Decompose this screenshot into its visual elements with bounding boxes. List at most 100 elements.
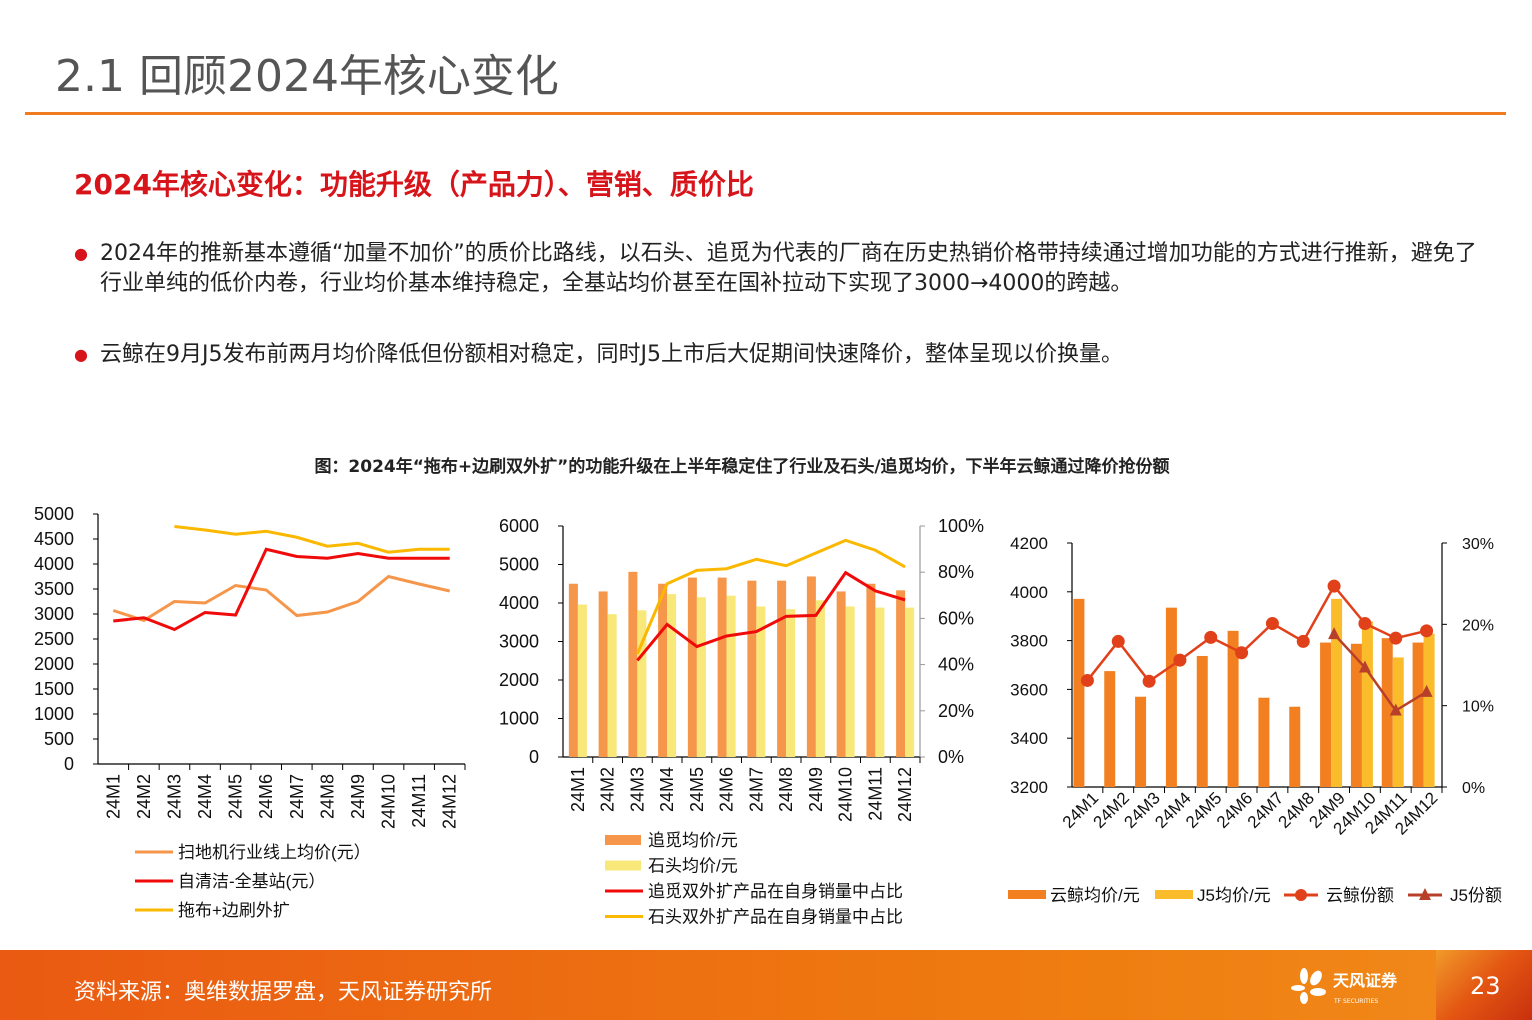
bar-石头均价/元 bbox=[905, 607, 915, 757]
bar-云鲸均价/元 bbox=[1165, 607, 1177, 787]
point-marker bbox=[1204, 630, 1218, 644]
y-tick-label: 1000 bbox=[34, 704, 74, 724]
legend-label: 追觅均价/元 bbox=[648, 831, 738, 850]
bar-J5均价/元 bbox=[1392, 657, 1404, 787]
y2-tick-label: 100% bbox=[938, 516, 984, 536]
legend-item: 追觅均价/元 bbox=[605, 831, 738, 850]
line-石头双外扩产品在自身销量中占比 bbox=[635, 538, 906, 655]
y2-tick-label: 20% bbox=[938, 701, 974, 721]
line-拖布+边刷外扩 bbox=[174, 525, 450, 554]
x-tick-label: 24M9 bbox=[348, 774, 368, 819]
x-tick-label: 24M2 bbox=[134, 774, 154, 819]
bar-追觅均价/元 bbox=[568, 583, 578, 757]
bar-追觅均价/元 bbox=[747, 580, 757, 757]
y2-tick-label: 40% bbox=[938, 655, 974, 675]
legend-item: 追觅双外扩产品在自身销量中占比 bbox=[605, 882, 903, 901]
bar-追觅均价/元 bbox=[836, 591, 846, 757]
bar-石头均价/元 bbox=[637, 610, 647, 757]
legend-marker bbox=[1295, 889, 1307, 901]
x-tick-label: 24M4 bbox=[657, 767, 677, 812]
y2-tick-label: 20% bbox=[1462, 617, 1494, 634]
section-subtitle: 2024年核心变化：功能升级（产品力）、营销、质价比 bbox=[74, 168, 754, 201]
y-tick-label: 2500 bbox=[34, 629, 74, 649]
bar-云鲸均价/元 bbox=[1073, 598, 1085, 787]
bar-云鲸均价/元 bbox=[1227, 630, 1239, 787]
page-title: 2.1 回顾2024年核心变化 bbox=[55, 51, 559, 102]
y-tick-label: 3400 bbox=[1010, 729, 1048, 748]
y-tick-label: 1500 bbox=[34, 679, 74, 699]
y2-tick-label: 30% bbox=[1462, 536, 1494, 553]
bullet-dot-icon: ● bbox=[74, 244, 88, 263]
legend-item: 云鲸均价/元 bbox=[1008, 886, 1140, 905]
chart-2: 0 1000 2000 3000 4000 5000 6000 0% 20% 40% 60% 80% 1… bbox=[499, 516, 984, 927]
point-marker bbox=[1111, 634, 1125, 648]
y2-tick-label: 80% bbox=[938, 562, 974, 582]
x-tick-label: 24M12 bbox=[895, 767, 915, 822]
x-tick-label: 24M3 bbox=[627, 767, 647, 812]
legend-label: J5均价/元 bbox=[1197, 886, 1271, 905]
legend-item: J5均价/元 bbox=[1155, 886, 1271, 905]
figure-caption: 图：2024年“拖布+边刷双外扩”的功能升级在上半年稳定住了行业及石头/追觅均价… bbox=[314, 457, 1170, 477]
point-marker bbox=[1358, 660, 1371, 673]
bar-云鲸均价/元 bbox=[1104, 671, 1116, 787]
y-tick-label: 5000 bbox=[499, 555, 539, 575]
x-tick-label: 24M1 bbox=[568, 767, 588, 812]
legend-label: 石头均价/元 bbox=[648, 857, 738, 876]
bar-追觅均价/元 bbox=[777, 580, 787, 757]
legend-item: 云鲸份额 bbox=[1284, 886, 1394, 905]
bullet-dot-icon: ● bbox=[74, 345, 88, 364]
bullet-item: ● 2024年的推新基本遵循“加量不加价”的质价比路线，以石头、追觅为代表的厂商在… bbox=[74, 239, 1494, 299]
y-tick-label: 3000 bbox=[34, 604, 74, 624]
x-tick-label: 24M8 bbox=[317, 774, 337, 819]
legend-swatch bbox=[605, 835, 641, 845]
page-number: 23 bbox=[1470, 972, 1501, 1000]
bar-云鲸均价/元 bbox=[1289, 706, 1301, 787]
chart-3: 3200340036003800400042000%10%20%30%24M12… bbox=[1008, 534, 1502, 905]
line-J5份额 bbox=[1333, 633, 1428, 713]
x-tick-label: 24M6 bbox=[717, 767, 737, 812]
legend-item: 石头均价/元 bbox=[605, 857, 738, 876]
bar-追觅均价/元 bbox=[866, 583, 876, 757]
legend-label: 自清洁-全基站(元） bbox=[178, 872, 325, 891]
legend-item: J5份额 bbox=[1408, 886, 1502, 905]
x-tick-label: 24M11 bbox=[409, 774, 429, 828]
y-tick-label: 2000 bbox=[499, 670, 539, 690]
legend-label: 石头双外扩产品在自身销量中占比 bbox=[648, 908, 903, 927]
legend-swatch bbox=[1008, 890, 1046, 899]
point-marker bbox=[1142, 674, 1156, 688]
legend-item: 自清洁-全基站(元） bbox=[135, 872, 325, 891]
point-marker bbox=[1080, 673, 1094, 687]
line-追觅双外扩产品在自身销量中占比 bbox=[636, 570, 906, 662]
bar-追觅均价/元 bbox=[687, 577, 697, 757]
point-marker bbox=[1235, 646, 1249, 660]
y-tick-label: 3500 bbox=[34, 579, 74, 599]
bar-云鲸均价/元 bbox=[1196, 655, 1208, 787]
bar-石头均价/元 bbox=[875, 607, 885, 757]
bar-J5均价/元 bbox=[1423, 633, 1435, 787]
point-marker bbox=[1389, 703, 1402, 716]
y-tick-label: 500 bbox=[44, 729, 74, 749]
x-tick-label: 24M1 bbox=[103, 774, 123, 819]
bar-云鲸均价/元 bbox=[1381, 638, 1393, 787]
logo-text-cn: 天风证券 bbox=[1333, 971, 1398, 990]
bar-云鲸均价/元 bbox=[1258, 697, 1270, 787]
bar-云鲸均价/元 bbox=[1350, 643, 1362, 787]
tf-securities-logo-icon bbox=[1291, 968, 1326, 1004]
x-tick-label: 24M2 bbox=[598, 767, 618, 812]
y-tick-label: 4200 bbox=[1010, 534, 1048, 553]
bar-石头均价/元 bbox=[667, 594, 677, 757]
x-tick-label: 24M10 bbox=[836, 767, 856, 822]
bar-石头均价/元 bbox=[577, 604, 587, 757]
bar-云鲸均价/元 bbox=[1412, 642, 1424, 787]
x-tick-label: 24M5 bbox=[226, 774, 246, 819]
x-tick-label: 24M8 bbox=[776, 767, 796, 812]
bar-云鲸均价/元 bbox=[1320, 642, 1332, 787]
legend-label: 云鲸份额 bbox=[1326, 886, 1394, 905]
bullet-text: 云鲸在9月J5发布前两月均价降低但份额相对稳定，同时J5上市后大促期间快速降价，… bbox=[100, 342, 1123, 367]
page-number-box bbox=[1436, 950, 1532, 1020]
legend-label: 拖布+边刷外扩 bbox=[178, 901, 290, 920]
line-自清洁-全基站(元） bbox=[113, 547, 450, 632]
y-tick-label: 0 bbox=[529, 747, 539, 767]
y-tick-label: 3200 bbox=[1010, 778, 1048, 797]
